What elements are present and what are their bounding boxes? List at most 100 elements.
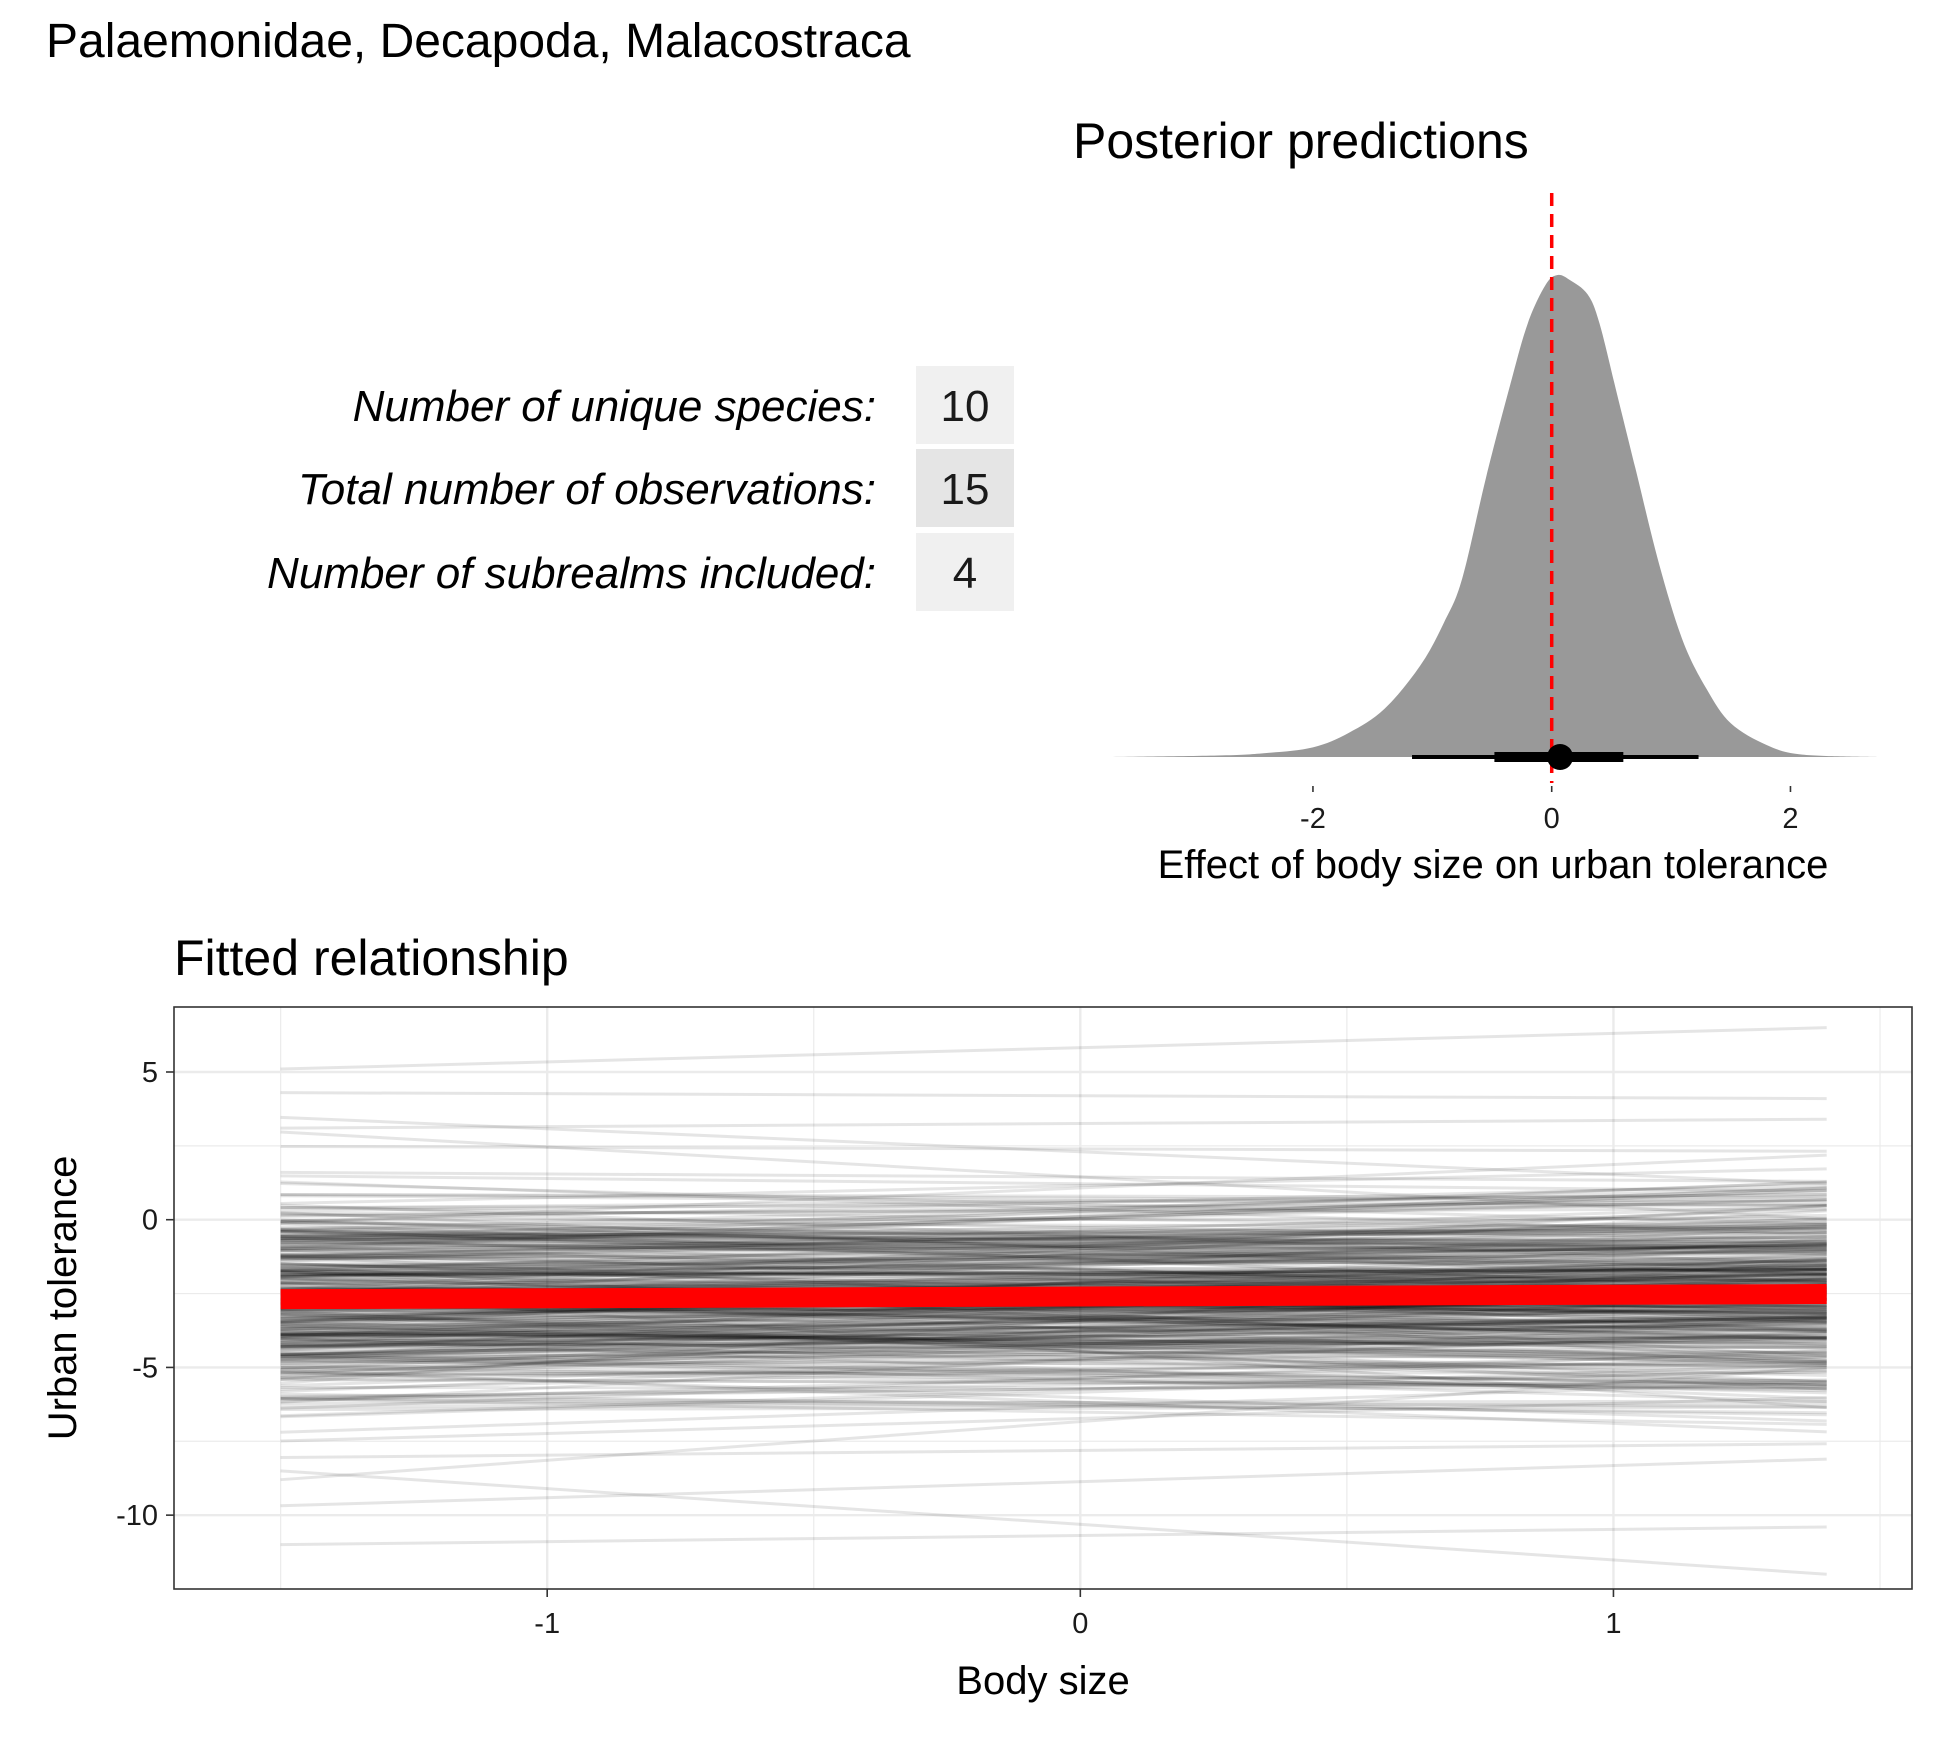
posterior-draw-line	[280, 1170, 1827, 1183]
posterior-draw-line	[280, 1253, 1827, 1268]
posterior-draw-line	[280, 1241, 1827, 1246]
fitted-x-tick-label: 1	[1605, 1608, 1621, 1640]
posterior-draw-line	[280, 1241, 1827, 1261]
posterior-draw-line	[280, 1397, 1827, 1415]
posterior-draw-line	[280, 1309, 1827, 1384]
posterior-draw-line	[280, 1220, 1827, 1250]
posterior-draw-line	[280, 1217, 1827, 1273]
posterior-draw-line	[280, 1380, 1827, 1434]
posterior-draw-line	[280, 1309, 1827, 1336]
posterior-draw-line	[280, 1396, 1827, 1409]
posterior-draw-line	[280, 1260, 1827, 1267]
posterior-draw-line	[280, 1298, 1827, 1344]
posterior-draw-line	[280, 1313, 1827, 1344]
posterior-draw-line	[280, 1268, 1827, 1281]
posterior-draw-line	[280, 1236, 1827, 1259]
posterior-draw-line	[280, 1334, 1827, 1357]
posterior-draw-line	[280, 1192, 1827, 1213]
posterior-draw-line	[280, 1226, 1827, 1238]
posterior-draw-line	[280, 1268, 1827, 1278]
posterior-draw-line	[280, 1349, 1827, 1356]
posterior-draw-line	[280, 1368, 1827, 1434]
posterior-draw-line	[280, 1329, 1827, 1364]
posterior-draw-line	[280, 1244, 1827, 1293]
fitted-y-axis-title: Urban tolerance	[41, 1156, 85, 1441]
posterior-draw-line	[280, 1405, 1827, 1412]
posterior-draw-line	[280, 1303, 1827, 1333]
posterior-draw-line	[280, 1204, 1827, 1297]
posterior-draw-line	[280, 1216, 1827, 1222]
posterior-draw-line	[280, 1237, 1827, 1330]
posterior-draw-line	[280, 1271, 1827, 1277]
posterior-draw-line	[280, 1350, 1827, 1370]
posterior-draw-line	[280, 1220, 1827, 1257]
posterior-draw-line	[280, 1243, 1827, 1269]
posterior-draw-line	[280, 1320, 1827, 1364]
posterior-draw-line	[280, 1298, 1827, 1377]
posterior-x-axis: -2 0 2	[1300, 786, 1799, 835]
posterior-draw-line	[280, 1360, 1827, 1378]
posterior-draw-line	[280, 1258, 1827, 1385]
posterior-draw-line	[280, 1370, 1827, 1423]
posterior-draw-line	[280, 1356, 1827, 1386]
posterior-draw-line	[280, 1314, 1827, 1356]
posterior-draw-line	[280, 1239, 1827, 1253]
posterior-draw-line	[280, 1316, 1827, 1375]
posterior-draw-line	[280, 1312, 1827, 1324]
posterior-draw-line	[280, 1336, 1827, 1343]
posterior-draw-line	[280, 1238, 1827, 1276]
posterior-draw-line	[280, 1230, 1827, 1260]
posterior-draw-line	[280, 1230, 1827, 1285]
posterior-draw-line	[280, 1341, 1827, 1355]
posterior-draw-line	[280, 1315, 1827, 1350]
posterior-draw-line	[280, 1242, 1827, 1282]
posterior-draw-line	[280, 1235, 1827, 1255]
posterior-draw-line	[280, 1315, 1827, 1331]
posterior-draw-line	[280, 1204, 1827, 1292]
posterior-draw-line	[280, 1227, 1827, 1239]
posterior-draw-line	[280, 1245, 1827, 1268]
posterior-draw-line	[280, 1337, 1827, 1347]
posterior-draw-line	[280, 1370, 1827, 1391]
fitted-x-tick-label: -1	[534, 1608, 560, 1640]
posterior-draw-line	[280, 1229, 1827, 1252]
posterior-draw-line	[280, 1335, 1827, 1373]
posterior-draw-line	[280, 1226, 1827, 1242]
posterior-draw-line	[280, 1231, 1827, 1237]
posterior-draw-line	[280, 1325, 1827, 1367]
posterior-draw-line	[280, 1377, 1827, 1389]
posterior-draw-line	[280, 1246, 1827, 1293]
stat-value-species: 10	[941, 382, 990, 431]
posterior-draw-line	[280, 1225, 1827, 1234]
posterior-draw-line	[280, 1026, 1827, 1071]
posterior-draw-line	[280, 1358, 1827, 1387]
posterior-draw-line	[280, 1306, 1827, 1337]
posterior-draw-line	[280, 1349, 1827, 1410]
stat-cell-background	[916, 533, 1014, 611]
posterior-draw-line	[280, 1250, 1827, 1279]
posterior-draw-line	[280, 1273, 1827, 1286]
posterior-draw-line	[280, 1247, 1827, 1284]
posterior-draw-line	[280, 1378, 1827, 1400]
posterior-draw-line	[280, 1304, 1827, 1322]
posterior-draw-line	[280, 1235, 1827, 1259]
fitted-y-tick-label: 5	[142, 1057, 158, 1089]
posterior-draw-line	[280, 1217, 1827, 1259]
posterior-draw-line	[280, 1254, 1827, 1264]
posterior-draw-line	[280, 1267, 1827, 1352]
mean-fit-line	[280, 1284, 1827, 1310]
posterior-draw-line	[280, 1264, 1827, 1273]
posterior-draw-line	[280, 1352, 1827, 1391]
posterior-draw-line	[280, 1363, 1827, 1390]
posterior-draw-line	[280, 1256, 1827, 1274]
posterior-draw-line	[280, 1397, 1827, 1426]
posterior-draw-line	[280, 1442, 1827, 1460]
fitted-x-axis-title: Body size	[956, 1659, 1129, 1703]
posterior-draw-line	[280, 1366, 1827, 1393]
fitted-y-tick-label: -10	[116, 1500, 158, 1532]
posterior-draw-line	[280, 1365, 1827, 1482]
posterior-draw-line	[280, 1304, 1827, 1349]
posterior-draw-line	[280, 1186, 1827, 1248]
posterior-draw-line	[280, 1337, 1827, 1361]
